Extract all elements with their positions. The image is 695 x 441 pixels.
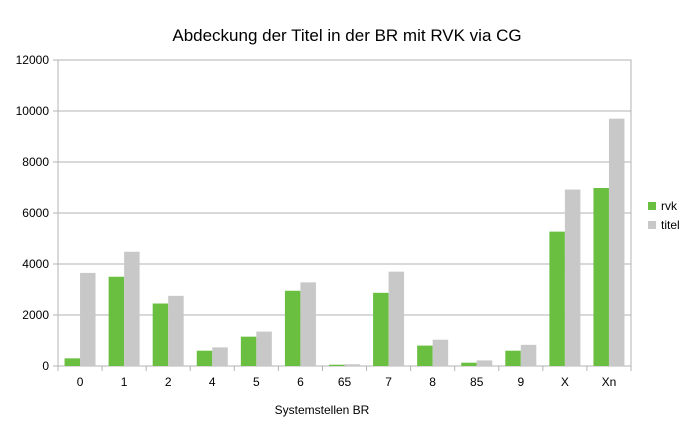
bar-titel-8 bbox=[432, 339, 449, 366]
y-tick-label: 10000 bbox=[16, 104, 50, 118]
x-tick-label: 65 bbox=[338, 375, 352, 389]
bar-rvk-6 bbox=[284, 290, 301, 366]
bar-rvk-X bbox=[549, 231, 565, 366]
y-tick-label: 8000 bbox=[22, 155, 49, 169]
bar-titel-9 bbox=[520, 344, 537, 366]
y-tick-label: 2000 bbox=[22, 308, 49, 322]
x-tick-label: 6 bbox=[297, 375, 304, 389]
bar-rvk-9 bbox=[505, 350, 521, 366]
bar-titel-0 bbox=[80, 272, 96, 366]
bar-rvk-8 bbox=[417, 345, 433, 366]
bar-titel-6 bbox=[300, 282, 316, 366]
legend-swatch-titel bbox=[648, 221, 656, 229]
bar-titel-4 bbox=[212, 347, 228, 366]
x-tick-label: 85 bbox=[470, 375, 484, 389]
bar-rvk-85 bbox=[461, 362, 477, 366]
bars bbox=[64, 118, 625, 367]
y-tick-label: 12000 bbox=[16, 53, 50, 67]
bar-titel-85 bbox=[476, 360, 493, 366]
x-tick-label: 1 bbox=[121, 375, 128, 389]
legend-label-rvk: rvk bbox=[661, 199, 678, 213]
x-tick-label: 9 bbox=[517, 375, 524, 389]
gridlines bbox=[53, 59, 632, 367]
bar-titel-5 bbox=[256, 331, 272, 366]
x-tick-label: 7 bbox=[385, 375, 392, 389]
x-tick-label: Xn bbox=[602, 375, 617, 389]
x-tick-label: X bbox=[561, 375, 569, 389]
y-tick-label: 4000 bbox=[22, 257, 49, 271]
y-tick-label: 6000 bbox=[22, 206, 49, 220]
x-tick-label: 0 bbox=[77, 375, 84, 389]
legend: rvk titel bbox=[648, 199, 680, 232]
bar-rvk-1 bbox=[108, 276, 125, 366]
x-tick-label: 4 bbox=[209, 375, 216, 389]
x-tick-label: 2 bbox=[165, 375, 172, 389]
legend-swatch-rvk bbox=[648, 202, 656, 210]
x-tick-label: 8 bbox=[429, 375, 436, 389]
legend-label-titel: titel bbox=[661, 218, 680, 232]
x-axis-title: Systemstellen BR bbox=[275, 403, 370, 417]
bar-titel-7 bbox=[388, 271, 405, 366]
bar-titel-X bbox=[564, 189, 581, 366]
axes: 0 2000 4000 6000 8000 10000 12000 0 1 2 4 5 6 65 7 8 85 9… bbox=[16, 53, 632, 389]
bar-titel-1 bbox=[124, 251, 140, 366]
bar-rvk-2 bbox=[152, 303, 169, 366]
chart-title: Abdeckung der Titel in der BR mit RVK vi… bbox=[172, 26, 521, 45]
bar-rvk-4 bbox=[196, 350, 213, 366]
bar-titel-Xn bbox=[608, 118, 625, 367]
bar-rvk-5 bbox=[240, 336, 257, 366]
y-tick-label: 0 bbox=[42, 359, 49, 373]
bar-rvk-Xn bbox=[593, 188, 609, 366]
bar-titel-2 bbox=[168, 295, 184, 366]
bar-titel-65 bbox=[344, 364, 360, 366]
bar-rvk-65 bbox=[329, 364, 345, 366]
bar-rvk-7 bbox=[373, 292, 389, 366]
x-tick-label: 5 bbox=[253, 375, 260, 389]
bar-rvk-0 bbox=[64, 358, 81, 366]
